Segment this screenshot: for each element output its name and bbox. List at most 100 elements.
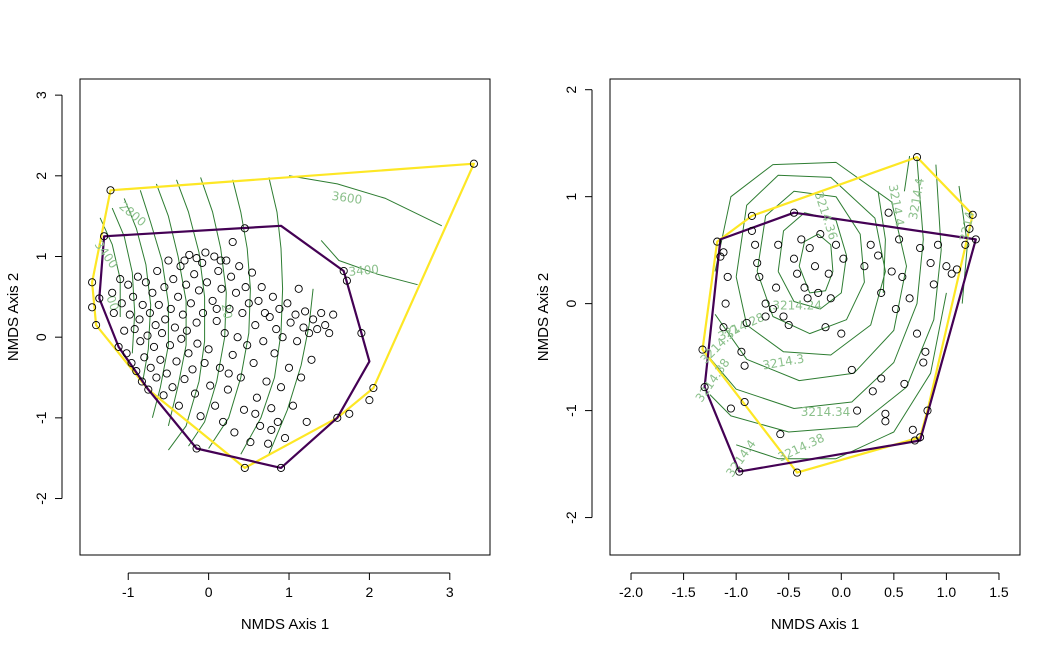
data-point-135 bbox=[317, 308, 326, 318]
data-point-37 bbox=[821, 323, 830, 332]
data-point-72 bbox=[202, 278, 212, 287]
data-point-136 bbox=[321, 321, 330, 330]
data-point-61 bbox=[912, 153, 922, 162]
data-point-71 bbox=[204, 345, 213, 354]
data-point-24 bbox=[779, 312, 788, 321]
contour-label-4: 00 bbox=[103, 294, 121, 313]
data-point-72 bbox=[952, 265, 961, 274]
y-tick-label-0: -2 bbox=[33, 492, 49, 505]
y-tick-label-3: 1 bbox=[33, 252, 49, 260]
data-point-53 bbox=[178, 310, 187, 319]
data-point-59 bbox=[186, 299, 195, 308]
data-point-21 bbox=[768, 304, 777, 314]
data-point-42 bbox=[839, 254, 848, 263]
contour-line-5 bbox=[704, 159, 924, 409]
data-point-24 bbox=[140, 353, 149, 362]
data-point-64 bbox=[193, 339, 202, 348]
data-point-30 bbox=[148, 288, 157, 297]
data-point-90 bbox=[233, 333, 242, 342]
data-point-29 bbox=[793, 468, 802, 477]
data-point-96 bbox=[243, 341, 252, 350]
data-point-55 bbox=[182, 280, 191, 289]
data-point-17 bbox=[753, 258, 762, 268]
data-point-16 bbox=[751, 240, 760, 249]
data-point-103 bbox=[254, 296, 263, 305]
data-point-76 bbox=[211, 401, 220, 410]
x-tick-label-4: 0.0 bbox=[832, 584, 852, 600]
data-point-13 bbox=[742, 318, 751, 327]
data-point-14 bbox=[747, 211, 756, 220]
data-point-29 bbox=[146, 363, 155, 372]
data-point-86 bbox=[227, 272, 236, 281]
data-point-78 bbox=[908, 425, 917, 434]
x-tick-label-1: -1.5 bbox=[672, 584, 696, 600]
data-point-98 bbox=[246, 438, 255, 447]
data-point-32 bbox=[803, 294, 812, 303]
data-point-144 bbox=[212, 304, 221, 313]
data-point-50 bbox=[174, 401, 183, 410]
data-point-142 bbox=[180, 256, 189, 265]
data-point-121 bbox=[284, 363, 294, 372]
data-point-28 bbox=[793, 269, 802, 278]
x-axis-title: NMDS Axis 1 bbox=[771, 616, 859, 633]
data-point-132 bbox=[307, 355, 316, 364]
data-point-73 bbox=[206, 381, 215, 390]
data-point-12 bbox=[122, 349, 131, 358]
x-tick-label-5: 0.5 bbox=[884, 584, 904, 600]
data-point-30 bbox=[797, 235, 806, 244]
contour-line-2 bbox=[756, 190, 865, 335]
data-point-56 bbox=[182, 326, 191, 335]
data-point-47 bbox=[868, 387, 877, 396]
data-point-70 bbox=[942, 262, 951, 271]
contour-line-10 bbox=[903, 155, 911, 192]
data-point-35 bbox=[154, 300, 163, 309]
data-point-2 bbox=[713, 237, 722, 246]
data-point-39 bbox=[826, 294, 835, 303]
contour-label-7: 3214.34 bbox=[801, 405, 851, 419]
data-point-83 bbox=[222, 256, 231, 265]
data-point-42 bbox=[164, 256, 173, 265]
data-point-134 bbox=[313, 325, 322, 334]
data-point-95 bbox=[241, 283, 250, 292]
y-tick-label-2: 0 bbox=[33, 333, 49, 341]
data-point-55 bbox=[891, 304, 900, 314]
data-point-89 bbox=[231, 288, 241, 297]
data-point-38 bbox=[159, 391, 168, 400]
data-point-147 bbox=[267, 425, 276, 434]
data-point-11 bbox=[120, 326, 129, 335]
y-tick-label-5: 3 bbox=[33, 91, 49, 99]
x-tick-label-0: -2.0 bbox=[619, 584, 643, 600]
data-point-77 bbox=[916, 433, 925, 442]
data-point-19 bbox=[761, 299, 770, 308]
data-point-8 bbox=[114, 342, 123, 351]
contour-line-11 bbox=[268, 288, 314, 455]
data-point-152 bbox=[357, 329, 366, 338]
contour-label-0: 3214.4 bbox=[886, 183, 907, 227]
data-point-27 bbox=[789, 254, 799, 263]
data-point-44 bbox=[166, 304, 175, 313]
data-point-19 bbox=[133, 272, 142, 281]
data-point-46 bbox=[169, 275, 178, 284]
data-point-22 bbox=[137, 377, 146, 386]
data-point-123 bbox=[288, 401, 298, 410]
data-point-57 bbox=[898, 272, 907, 281]
data-point-120 bbox=[283, 299, 292, 308]
data-point-16 bbox=[129, 292, 138, 301]
data-point-66 bbox=[196, 412, 205, 421]
y-tick-label-4: 2 bbox=[33, 172, 49, 180]
contour-line-8 bbox=[877, 191, 886, 293]
data-point-41 bbox=[837, 329, 846, 338]
data-point-94 bbox=[239, 405, 249, 414]
data-point-27 bbox=[144, 385, 153, 394]
data-point-158 bbox=[469, 159, 478, 168]
data-point-15 bbox=[747, 226, 756, 235]
data-point-93 bbox=[238, 308, 247, 318]
data-point-140 bbox=[228, 237, 237, 247]
data-point-97 bbox=[244, 299, 253, 308]
data-point-17 bbox=[130, 325, 139, 334]
data-point-68 bbox=[198, 308, 208, 318]
contour-label-2: 3214.24 bbox=[772, 298, 822, 312]
